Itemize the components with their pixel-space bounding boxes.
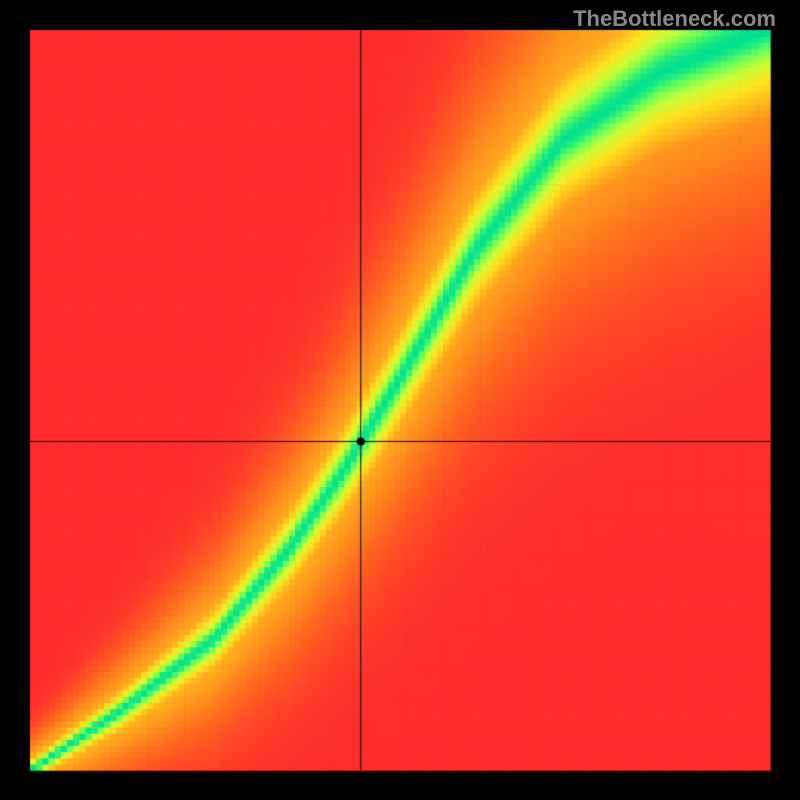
attribution-text: TheBottleneck.com xyxy=(573,6,776,32)
chart-container: TheBottleneck.com xyxy=(0,0,800,800)
bottleneck-heatmap xyxy=(0,0,800,800)
